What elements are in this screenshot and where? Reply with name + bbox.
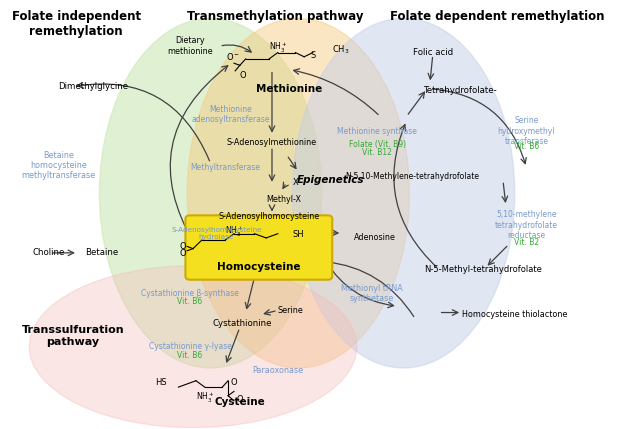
Text: Folate (Vit. B9): Folate (Vit. B9)	[349, 140, 406, 149]
Text: Serine: Serine	[278, 306, 304, 315]
Text: S-Adenosylhomocysteine: S-Adenosylhomocysteine	[218, 212, 319, 221]
Text: Methyl-X: Methyl-X	[266, 195, 301, 204]
Text: Homocysteine: Homocysteine	[217, 262, 301, 272]
Text: Folate independent
remethylation: Folate independent remethylation	[11, 10, 140, 38]
Text: Homocysteine thiolactone: Homocysteine thiolactone	[462, 310, 567, 319]
Text: 5,10-methylene
tetrahydrofolate
reductase: 5,10-methylene tetrahydrofolate reductas…	[495, 210, 558, 240]
Text: Serine
hydroxymethyl
transferase: Serine hydroxymethyl transferase	[497, 117, 555, 146]
Text: Adenosine: Adenosine	[354, 233, 396, 242]
FancyBboxPatch shape	[185, 215, 332, 280]
Text: O: O	[236, 396, 243, 405]
Text: Transsulfuration
pathway: Transsulfuration pathway	[22, 325, 124, 347]
Text: Methyltransferase: Methyltransferase	[190, 163, 260, 172]
Text: Dietary
methionine: Dietary methionine	[167, 36, 213, 56]
Text: Cystathionine β-synthase: Cystathionine β-synthase	[141, 289, 239, 298]
Text: Vit. B6: Vit. B6	[514, 142, 539, 151]
Ellipse shape	[187, 18, 409, 368]
Text: Paraoxonase: Paraoxonase	[252, 366, 303, 375]
Text: NH$_3^+$: NH$_3^+$	[195, 391, 214, 405]
Text: O: O	[180, 249, 187, 258]
Text: Choline: Choline	[32, 248, 65, 257]
Text: NH$_3^+$: NH$_3^+$	[269, 41, 287, 55]
Text: Dimethylglycine: Dimethylglycine	[59, 82, 129, 91]
Text: Betaine
homocysteine
methyltransferase: Betaine homocysteine methyltransferase	[21, 151, 95, 180]
Text: N-5,10-Methylene-tetrahydrofolate: N-5,10-Methylene-tetrahydrofolate	[346, 172, 480, 181]
Text: Cystathionine γ-lyase: Cystathionine γ-lyase	[149, 342, 232, 351]
Text: X: X	[293, 178, 298, 187]
Text: Methionyl tRNA
synthetase: Methionyl tRNA synthetase	[341, 284, 402, 303]
Text: Methionine: Methionine	[256, 84, 323, 94]
Text: Vit. B2: Vit. B2	[514, 238, 539, 247]
Text: O$^-$: O$^-$	[226, 51, 240, 62]
Ellipse shape	[29, 266, 357, 428]
Text: HS: HS	[155, 378, 167, 387]
Text: Cystathionine: Cystathionine	[213, 319, 273, 328]
Text: N-5-Methyl-tetrahydrofolate: N-5-Methyl-tetrahydrofolate	[424, 266, 542, 275]
Text: SH: SH	[293, 230, 304, 239]
Text: S-Adenosylhomocysteine
hydrolase: S-Adenosylhomocysteine hydrolase	[171, 227, 261, 240]
Text: NH$_3^+$: NH$_3^+$	[225, 224, 243, 239]
Text: Tetrahydrofolate-: Tetrahydrofolate-	[424, 86, 498, 95]
Text: Transmethylation pathway: Transmethylation pathway	[187, 10, 363, 23]
Text: Betaine: Betaine	[85, 248, 118, 257]
Text: O: O	[231, 378, 237, 387]
Text: CH$_3$: CH$_3$	[332, 43, 350, 56]
Text: S-Adenosylmethionine: S-Adenosylmethionine	[227, 138, 317, 147]
Text: Folic acid: Folic acid	[412, 48, 453, 57]
Text: Cysteine: Cysteine	[215, 397, 265, 407]
Text: Folate dependent remethylation: Folate dependent remethylation	[390, 10, 605, 23]
Ellipse shape	[293, 18, 515, 368]
Text: Methionine synthase: Methionine synthase	[338, 127, 417, 136]
Text: Vit. B12: Vit. B12	[363, 148, 392, 157]
Text: S: S	[310, 51, 316, 60]
Text: O: O	[240, 72, 246, 81]
Text: Epigenetics: Epigenetics	[297, 175, 364, 185]
Text: O: O	[180, 242, 187, 251]
Text: Methionine
adenosyltransferase: Methionine adenosyltransferase	[192, 105, 270, 124]
Ellipse shape	[99, 18, 322, 368]
Text: Vit. B6: Vit. B6	[177, 350, 203, 360]
Text: Vit. B6: Vit. B6	[177, 297, 203, 306]
